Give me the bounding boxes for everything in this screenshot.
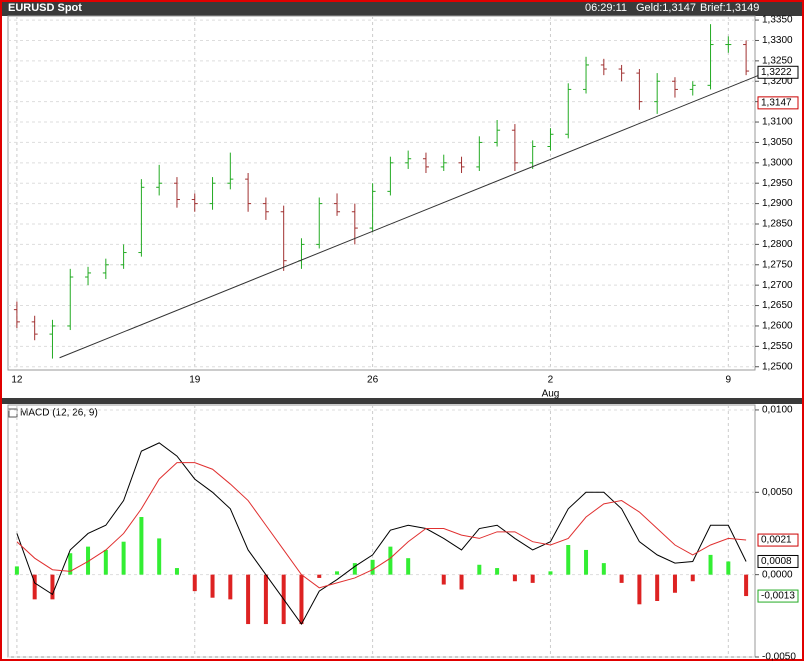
histogram-bar bbox=[601, 563, 606, 575]
histogram-bar bbox=[50, 574, 55, 600]
y-tick-label: 0,0050 bbox=[762, 487, 793, 498]
y-tick-label: 1,2850 bbox=[762, 219, 793, 230]
histogram-bar bbox=[157, 538, 162, 575]
price-marker-label: 1,3147 bbox=[761, 98, 792, 109]
value-marker-label: -0,0013 bbox=[761, 591, 795, 602]
histogram-bar bbox=[388, 546, 393, 575]
value-marker bbox=[757, 533, 799, 547]
histogram-bar bbox=[406, 558, 411, 575]
histogram-bar bbox=[690, 574, 695, 582]
histogram-bar bbox=[566, 545, 571, 575]
histogram-bar bbox=[744, 574, 749, 597]
histogram-bar bbox=[121, 541, 126, 575]
chart-title: EURUSD Spot bbox=[8, 2, 82, 14]
x-tick-label: 12 bbox=[11, 375, 23, 386]
histogram-bar bbox=[619, 574, 624, 583]
histogram-bar bbox=[352, 563, 357, 575]
y-tick-label: 1,2750 bbox=[762, 259, 793, 270]
y-tick-label: 1,3300 bbox=[762, 35, 793, 46]
macd-line bbox=[16, 462, 747, 589]
histogram-bar bbox=[370, 559, 375, 575]
histogram-bar bbox=[317, 574, 322, 578]
y-tick-label: 1,3000 bbox=[762, 157, 793, 168]
histogram-bar bbox=[174, 568, 179, 575]
y-tick-label: 0,0100 bbox=[762, 405, 793, 416]
histogram-bar bbox=[335, 571, 340, 575]
price-frame bbox=[7, 15, 756, 371]
pane-separator bbox=[0, 398, 804, 404]
y-tick-label: -0,0050 bbox=[762, 652, 796, 661]
x-tick-label: 9 bbox=[726, 375, 732, 386]
histogram-bar bbox=[512, 574, 517, 582]
value-marker bbox=[757, 554, 799, 568]
histogram-bar bbox=[68, 553, 73, 575]
ask: Brief:1,3149 bbox=[700, 2, 759, 14]
macd-line bbox=[16, 442, 747, 625]
title-bar bbox=[0, 0, 804, 16]
y-tick-label: 1,2500 bbox=[762, 361, 793, 372]
bid: Geld:1,3147 bbox=[636, 2, 696, 14]
y-tick-label: 1,2950 bbox=[762, 178, 793, 189]
time: 06:29:11 bbox=[585, 2, 627, 14]
histogram-bar bbox=[228, 574, 233, 600]
y-tick-label: 1,2550 bbox=[762, 341, 793, 352]
y-tick-label: 1,2700 bbox=[762, 280, 793, 291]
histogram-bar bbox=[86, 546, 91, 575]
x-tick-label: 2 bbox=[548, 375, 554, 386]
histogram-bar bbox=[477, 564, 482, 575]
histogram-bar bbox=[441, 574, 446, 585]
histogram-bar bbox=[299, 574, 304, 625]
price-marker bbox=[757, 65, 799, 79]
y-tick-label: 1,3050 bbox=[762, 137, 793, 148]
histogram-bar bbox=[726, 561, 731, 575]
value-marker bbox=[757, 589, 799, 603]
y-tick-label: 1,3100 bbox=[762, 117, 793, 128]
y-tick-label: 1,3250 bbox=[762, 56, 793, 67]
histogram-bar bbox=[210, 574, 215, 598]
x-tick-label: 26 bbox=[367, 375, 379, 386]
histogram-bar bbox=[103, 549, 108, 575]
histogram-bar bbox=[139, 517, 144, 575]
histogram-bar bbox=[459, 574, 464, 590]
y-tick-label: 1,3200 bbox=[762, 76, 793, 87]
histogram-bar bbox=[246, 574, 251, 625]
macd-title: MACD (12, 26, 9) bbox=[20, 408, 98, 419]
price-marker-label: 1,3222 bbox=[761, 67, 792, 78]
histogram-bar bbox=[708, 554, 713, 575]
histogram-bar bbox=[530, 574, 535, 583]
trendline bbox=[59, 73, 763, 359]
histogram-bar bbox=[14, 566, 19, 575]
histogram-bar bbox=[32, 574, 37, 600]
value-marker-label: 0,0021 bbox=[761, 535, 792, 546]
y-tick-label: 1,2600 bbox=[762, 321, 793, 332]
histogram-bar bbox=[263, 574, 268, 625]
histogram-bar bbox=[655, 574, 660, 601]
y-tick-label: 0,0000 bbox=[762, 569, 793, 580]
histogram-bar bbox=[548, 571, 553, 575]
histogram-bar bbox=[672, 574, 677, 593]
y-tick-label: 1,2650 bbox=[762, 300, 793, 311]
y-tick-label: 1,2900 bbox=[762, 198, 793, 209]
y-tick-label: 1,3350 bbox=[762, 15, 793, 26]
price-marker bbox=[757, 96, 799, 110]
x-tick-label: 19 bbox=[189, 375, 201, 386]
histogram-bar bbox=[584, 549, 589, 575]
value-marker-label: 0,0008 bbox=[761, 556, 792, 567]
x-month-label: Aug bbox=[542, 389, 560, 400]
y-tick-label: 1,2800 bbox=[762, 239, 793, 250]
histogram-bar bbox=[192, 574, 197, 592]
histogram-bar bbox=[495, 568, 500, 575]
histogram-bar bbox=[637, 574, 642, 605]
